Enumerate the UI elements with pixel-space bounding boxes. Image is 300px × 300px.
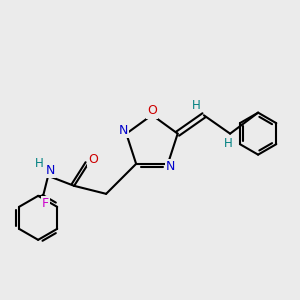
Text: N: N [166, 160, 176, 173]
Text: N: N [118, 124, 128, 137]
Text: O: O [147, 104, 157, 118]
Text: F: F [42, 197, 49, 210]
Text: N: N [45, 164, 55, 177]
Text: H: H [35, 157, 44, 170]
Text: O: O [88, 153, 98, 166]
Text: H: H [224, 137, 233, 150]
Text: H: H [191, 99, 200, 112]
